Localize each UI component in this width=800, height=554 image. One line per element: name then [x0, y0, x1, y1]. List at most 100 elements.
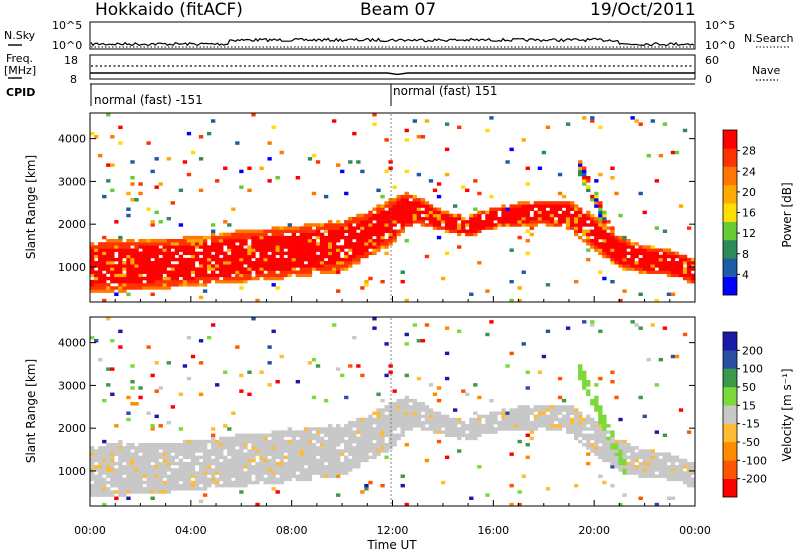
velocity-cell — [360, 455, 365, 460]
power-cell — [610, 248, 615, 252]
power-cell — [545, 220, 551, 224]
power-cell — [323, 264, 329, 268]
velocity-cell — [368, 427, 373, 431]
velocity-cell — [473, 436, 478, 441]
power-cell — [279, 235, 284, 240]
power-cell — [360, 226, 365, 230]
power-cell — [271, 257, 276, 262]
velocity-cell — [206, 335, 212, 340]
power-cell — [557, 223, 563, 227]
velocity-cell — [670, 468, 676, 472]
velocity-cell — [315, 468, 321, 472]
velocity-cell — [271, 430, 276, 434]
power-cell — [98, 242, 103, 246]
velocity-cell — [578, 439, 583, 444]
velocity-cell — [190, 439, 196, 444]
power-cell — [666, 254, 672, 259]
velocity-cell — [340, 452, 345, 456]
power-cell — [416, 198, 422, 202]
power-cell — [586, 188, 591, 193]
power-cell — [586, 213, 591, 218]
power-cell — [489, 210, 494, 215]
velocity-cell — [106, 446, 111, 450]
velocity-cell — [332, 433, 337, 437]
velocity-cell — [182, 483, 188, 488]
velocity-cell — [448, 430, 454, 434]
power-cell — [178, 248, 184, 252]
velocity-cell — [142, 490, 147, 494]
power-cell — [323, 226, 329, 230]
power-cell — [622, 251, 627, 256]
velocity-cell — [227, 477, 232, 482]
velocity-cell — [360, 420, 365, 425]
power-cell — [364, 220, 369, 224]
power-cell — [606, 242, 611, 246]
power-cell — [396, 204, 401, 208]
power-cell — [541, 204, 547, 208]
power-cell — [352, 235, 357, 240]
velocity-cell — [485, 417, 490, 422]
velocity-cell — [206, 468, 212, 472]
power-cell — [158, 279, 163, 284]
velocity-cell — [174, 480, 180, 485]
velocity-cell — [110, 493, 115, 497]
velocity-cell — [315, 439, 321, 444]
velocity-cell — [529, 436, 534, 441]
velocity-cell — [332, 455, 337, 460]
power-cell — [267, 235, 272, 240]
power-cell — [90, 264, 95, 268]
power-cell — [162, 283, 167, 287]
velocity-cell — [206, 455, 212, 460]
velocity-cell — [211, 449, 216, 453]
velocity-cell — [594, 395, 599, 400]
velocity-cell — [319, 474, 325, 478]
velocity-x-ticks — [89, 500, 696, 506]
velocity-cell — [517, 427, 522, 431]
power-cell — [114, 220, 119, 224]
velocity-cell — [154, 446, 159, 450]
power-cell — [174, 251, 180, 256]
velocity-cell — [352, 461, 357, 466]
power-cell — [376, 232, 381, 237]
power-cell — [90, 283, 95, 287]
power-cell — [106, 254, 111, 259]
velocity-cell — [638, 471, 643, 475]
power-cell — [98, 261, 103, 265]
power-cell — [198, 239, 204, 243]
power-cell — [243, 248, 248, 252]
velocity-cell — [327, 455, 333, 460]
velocity-cell — [275, 468, 280, 472]
velocity-cell — [247, 468, 252, 472]
power-cell — [158, 251, 163, 256]
power-cell — [223, 270, 228, 274]
power-cell — [323, 235, 329, 240]
power-cell — [211, 119, 216, 123]
power-cell — [428, 223, 434, 227]
power-cell — [436, 182, 442, 186]
power-cell — [255, 235, 260, 240]
velocity-cell — [211, 427, 216, 431]
power-cell — [626, 257, 631, 262]
velocity-cell — [444, 326, 450, 330]
velocity-cell — [90, 465, 95, 469]
velocity-cell — [283, 439, 288, 444]
power-cell — [295, 229, 301, 233]
velocity-cell — [307, 452, 313, 456]
velocity-cell — [114, 496, 119, 500]
velocity-cell — [315, 430, 321, 434]
colorbar-tick-label: 15 — [742, 399, 756, 412]
velocity-cell — [682, 474, 688, 478]
velocity-cell — [517, 417, 522, 422]
power-cell — [380, 239, 385, 243]
velocity-cell — [622, 458, 627, 463]
velocity-cell — [432, 417, 438, 422]
power-cell — [372, 223, 377, 227]
velocity-cell — [267, 446, 272, 450]
power-cell — [400, 198, 405, 202]
power-cell — [372, 113, 377, 117]
velocity-cell — [94, 458, 99, 463]
velocity-cell — [638, 449, 643, 453]
velocity-cell — [509, 414, 514, 419]
velocity-cell — [674, 455, 680, 460]
power-cell — [549, 210, 555, 215]
